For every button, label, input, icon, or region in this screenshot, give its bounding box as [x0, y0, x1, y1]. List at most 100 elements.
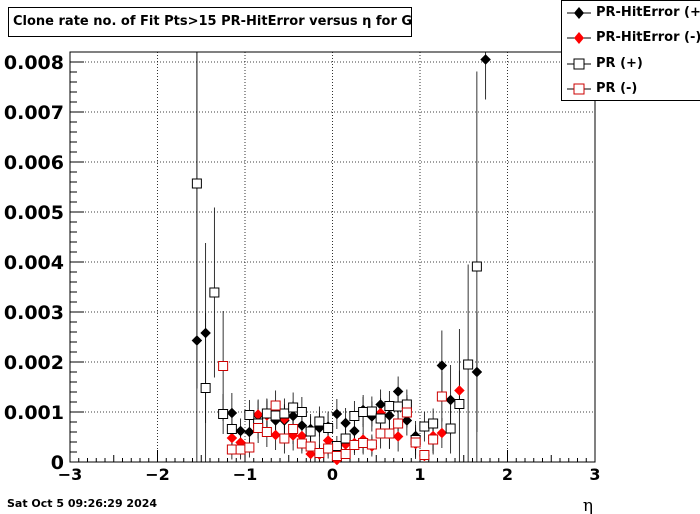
data-point-square — [226, 424, 237, 434]
data-point-diamond — [270, 429, 281, 441]
data-point-square — [393, 418, 404, 429]
data-point-square — [331, 451, 342, 461]
data-point-square — [436, 391, 447, 402]
data-point-square — [340, 433, 351, 444]
data-point-square — [323, 423, 334, 433]
data-point-diamond — [436, 360, 448, 371]
data-point-square — [244, 442, 255, 453]
data-point-square — [393, 401, 404, 412]
data-point-square — [419, 421, 430, 432]
data-point-diamond — [454, 385, 465, 396]
data-point-diamond — [445, 394, 456, 406]
data-point-diamond — [392, 386, 404, 397]
legend-marker-square-red-icon — [567, 83, 591, 95]
legend: PR-HitError (+) PR-HitError (-) PR (+) P… — [561, 0, 700, 101]
x-tick-label: 3 — [589, 465, 600, 484]
x-axis-label: η — [583, 496, 593, 514]
data-point-diamond — [226, 407, 238, 419]
data-point-diamond — [471, 366, 483, 378]
data-point-square — [384, 428, 395, 439]
data-point-square — [419, 450, 430, 460]
data-point-diamond — [296, 420, 308, 431]
data-point-diamond — [436, 427, 448, 439]
legend-label: PR-HitError (-) — [596, 30, 700, 45]
x-tick-label: 2 — [502, 465, 513, 484]
data-point-square — [445, 423, 456, 434]
data-point-square — [340, 449, 351, 459]
data-point-square — [270, 410, 281, 421]
data-point-diamond — [200, 327, 211, 339]
legend-label: PR (+) — [596, 56, 643, 71]
chart-title-box: Clone rate no. of Fit Pts>15 PR-HitError… — [8, 7, 412, 37]
data-point-square — [279, 408, 290, 419]
legend-label: PR-HitError (+) — [596, 5, 700, 20]
data-point-square — [200, 383, 211, 393]
tick-labels: −3 −2 −1 0 1 2 3 0 0.001 0.002 0.003 0.004 0.005 0.00… — [4, 52, 601, 484]
data-point-square — [270, 400, 281, 411]
data-point-diamond — [392, 431, 404, 442]
grid-lines — [70, 52, 595, 462]
data-point-diamond — [384, 410, 395, 421]
data-point-square — [314, 448, 325, 458]
legend-marker-diamond-red-icon — [567, 32, 591, 44]
data-point-diamond — [235, 425, 246, 437]
y-tick-label: 0.008 — [4, 52, 64, 74]
y-tick-label: 0.004 — [4, 252, 64, 274]
data-point-square — [305, 441, 316, 452]
data-point-square — [218, 409, 229, 419]
y-tick-label: 0.003 — [4, 302, 64, 324]
timestamp: Sat Oct 5 09:26:29 2024 — [7, 497, 158, 510]
data-point-square — [349, 411, 360, 421]
legend-label: PR (-) — [596, 81, 638, 96]
legend-item: PR-HitError (+) — [562, 2, 700, 24]
y-tick-label: 0.001 — [4, 402, 64, 424]
x-tick-label: 0 — [327, 465, 338, 484]
data-point-square — [366, 406, 377, 417]
y-tick-label: 0.005 — [4, 202, 64, 224]
data-point-diamond — [226, 432, 238, 444]
data-point-diamond — [349, 425, 360, 437]
data-point-diamond — [340, 417, 351, 429]
data-point-square — [428, 418, 439, 429]
data-point-square — [428, 434, 439, 445]
data-point-square — [296, 438, 307, 449]
data-point-square — [279, 433, 290, 444]
data-point-square — [349, 440, 360, 450]
data-point-square — [235, 444, 246, 455]
data-point-square — [288, 402, 299, 413]
data-point-square — [323, 443, 334, 454]
legend-marker-diamond-black-icon — [567, 7, 591, 19]
x-tick-label: 1 — [414, 465, 425, 484]
axes — [69, 51, 596, 463]
data-point-diamond — [287, 410, 299, 422]
data-point-square — [384, 401, 395, 411]
data-point-square — [454, 399, 465, 409]
data-point-diamond — [191, 335, 203, 346]
data-point-square — [305, 426, 316, 437]
data-point-square — [331, 441, 342, 451]
y-tick-label: 0.006 — [4, 152, 64, 174]
data-point-square — [261, 427, 272, 437]
data-point-diamond — [252, 409, 264, 420]
data-point-square — [358, 438, 369, 448]
x-tick-label: −2 — [145, 465, 170, 484]
data-point-diamond — [401, 415, 413, 426]
legend-item: PR (+) — [562, 53, 700, 75]
legend-marker-square-black-icon — [567, 58, 591, 70]
data-points — [191, 54, 491, 466]
data-point-square — [226, 444, 237, 455]
data-point-diamond — [331, 408, 343, 420]
y-tick-label: 0.002 — [4, 352, 64, 374]
data-point-square — [218, 361, 229, 371]
data-point-square — [314, 416, 325, 427]
data-point-square — [463, 359, 474, 370]
data-point-square — [253, 423, 264, 433]
data-point-square — [375, 413, 386, 424]
data-point-square — [375, 428, 386, 439]
y-tick-label: 0.007 — [4, 102, 64, 124]
legend-item: PR-HitError (-) — [562, 27, 700, 49]
data-point-square — [358, 407, 369, 417]
data-point-square — [401, 407, 412, 418]
data-point-square — [288, 424, 299, 434]
